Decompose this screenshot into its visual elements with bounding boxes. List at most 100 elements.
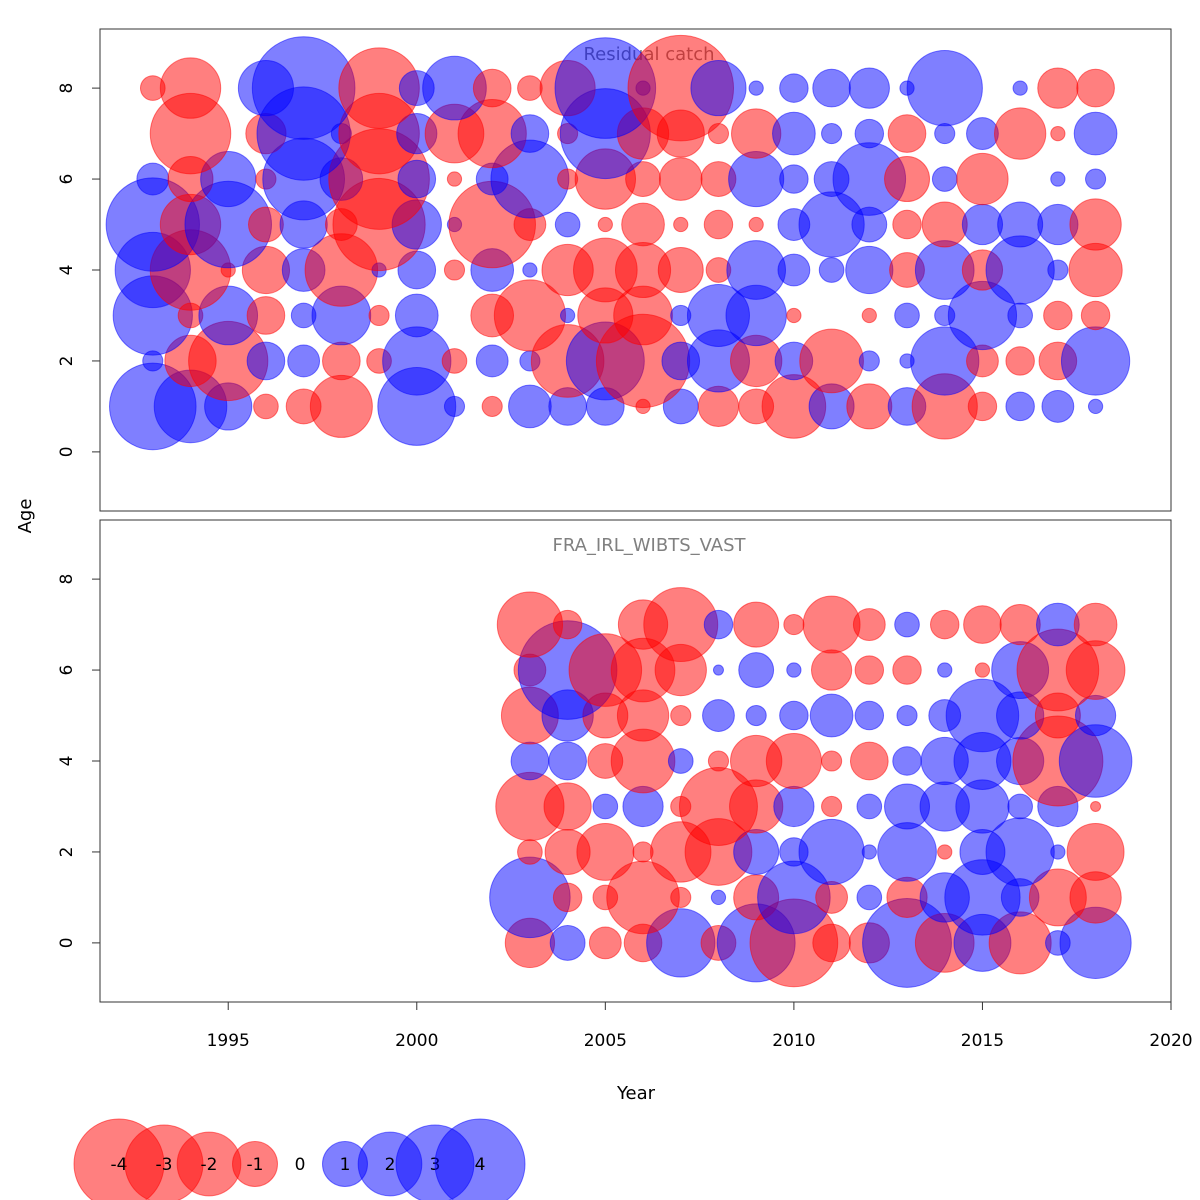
bubble bbox=[597, 216, 613, 233]
bubble bbox=[937, 844, 953, 860]
bubble bbox=[821, 750, 843, 772]
bubble bbox=[510, 741, 550, 781]
legend-label: -3 bbox=[156, 1155, 173, 1175]
bubble bbox=[961, 203, 1004, 246]
bubble bbox=[475, 344, 509, 378]
y-tick-label: 4 bbox=[57, 265, 77, 276]
x-tick-label: 2000 bbox=[395, 1031, 438, 1051]
bubble bbox=[887, 114, 927, 153]
legend-label: -1 bbox=[247, 1155, 264, 1175]
bubble bbox=[549, 924, 586, 961]
x-tick-label: 2010 bbox=[772, 1031, 815, 1051]
bubble bbox=[748, 216, 764, 233]
bubble bbox=[1007, 302, 1033, 329]
bubble bbox=[510, 114, 550, 153]
bubble bbox=[1047, 259, 1069, 281]
panel-title: FRA_IRL_WIBTS_VAST bbox=[552, 535, 746, 556]
bubble bbox=[861, 844, 877, 860]
bubble bbox=[1085, 168, 1107, 190]
bubble bbox=[854, 655, 885, 685]
bubble bbox=[394, 293, 439, 338]
y-axis-label: Age bbox=[15, 499, 36, 534]
bubble bbox=[548, 741, 587, 781]
bubble bbox=[322, 341, 361, 381]
bubble bbox=[287, 344, 321, 378]
bubble bbox=[508, 384, 552, 429]
bubble bbox=[517, 839, 543, 865]
bubble bbox=[779, 73, 809, 103]
bubble bbox=[937, 662, 953, 678]
bubble bbox=[728, 150, 785, 208]
legend-bubble bbox=[232, 1141, 278, 1187]
bubble bbox=[733, 601, 780, 648]
bubble bbox=[856, 793, 883, 820]
bubble bbox=[1065, 640, 1126, 700]
bubble bbox=[1007, 793, 1033, 820]
bubble bbox=[748, 80, 764, 96]
bubble bbox=[997, 201, 1044, 248]
bubble bbox=[818, 257, 845, 283]
bubble bbox=[967, 391, 998, 422]
bubble bbox=[397, 159, 437, 199]
bubble bbox=[779, 164, 809, 194]
bubble bbox=[443, 259, 466, 281]
bubble bbox=[779, 700, 809, 731]
bubble bbox=[707, 750, 730, 772]
bubble bbox=[443, 395, 466, 417]
bubble bbox=[877, 822, 937, 882]
bubble bbox=[690, 60, 747, 117]
bubble bbox=[849, 741, 889, 781]
bubble bbox=[670, 704, 692, 727]
bubble bbox=[854, 700, 885, 731]
bubble bbox=[810, 649, 853, 691]
x-tick-label: 2020 bbox=[1149, 1031, 1192, 1051]
legend-label: 4 bbox=[475, 1155, 486, 1175]
bubble bbox=[726, 240, 787, 300]
legend-bubble bbox=[434, 1118, 526, 1200]
bubble bbox=[1005, 346, 1035, 376]
bubble bbox=[786, 662, 802, 678]
bubble bbox=[309, 374, 373, 438]
bubble bbox=[738, 652, 775, 688]
bubble bbox=[921, 201, 968, 248]
bubble bbox=[934, 123, 956, 145]
bubble bbox=[930, 609, 960, 640]
bubble bbox=[852, 608, 886, 641]
panel-2: FRA_IRL_WIBTS_VAST 0 2 4 6 8 bbox=[57, 519, 1172, 1003]
bubble bbox=[786, 307, 802, 324]
bubble bbox=[496, 591, 564, 658]
bubble bbox=[892, 746, 922, 776]
bubble bbox=[522, 262, 538, 278]
bubble bbox=[848, 67, 890, 109]
x-tick-label: 2015 bbox=[961, 1031, 1004, 1051]
bubble bbox=[1043, 300, 1073, 331]
bubble bbox=[812, 923, 851, 963]
bubble bbox=[1076, 68, 1115, 108]
bubble bbox=[247, 206, 284, 243]
bubble bbox=[956, 152, 1009, 206]
bubble bbox=[963, 605, 1002, 644]
bubble bbox=[559, 307, 576, 324]
bubble bbox=[673, 216, 689, 233]
bubble bbox=[783, 614, 805, 636]
bubble bbox=[994, 107, 1047, 160]
bubble bbox=[543, 782, 592, 831]
bubble bbox=[1012, 80, 1028, 96]
x-tick-label: 2005 bbox=[584, 1031, 627, 1051]
bubble bbox=[1005, 391, 1035, 422]
bubble bbox=[894, 302, 920, 329]
bubble bbox=[657, 247, 704, 293]
bubble bbox=[517, 75, 543, 101]
bubble bbox=[246, 341, 286, 381]
bubble bbox=[884, 156, 931, 203]
bubble bbox=[802, 595, 861, 654]
y-tick-label: 6 bbox=[57, 665, 77, 676]
bubble bbox=[765, 732, 822, 790]
bubble bbox=[588, 926, 622, 960]
bubble bbox=[1036, 602, 1080, 647]
bubble bbox=[1068, 242, 1123, 298]
panels-layer: Residual catch02468FRA_IRL_WIBTS_VAST024… bbox=[57, 28, 1172, 1003]
bubble bbox=[667, 748, 694, 774]
y-tick-label: 2 bbox=[57, 847, 77, 858]
